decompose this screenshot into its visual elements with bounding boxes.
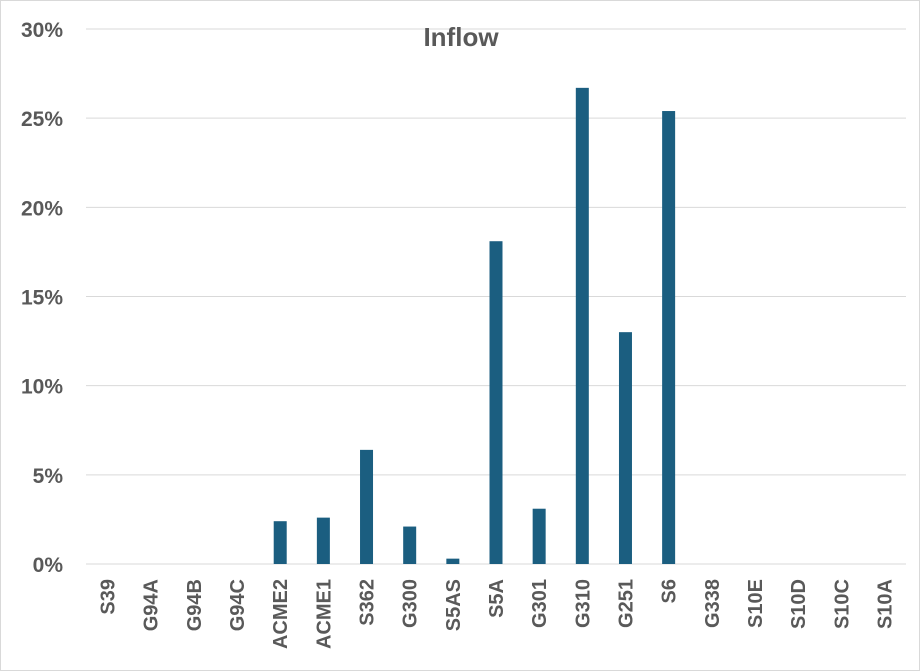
y-tick-label: 20%	[21, 197, 63, 220]
y-tick-label: 15%	[21, 287, 63, 310]
x-axis-ticks: S39 G94A G94B G94C ACME2 ACME1 S362 G300 S5AS S5A…	[98, 579, 897, 649]
x-tick-label: G251	[615, 579, 637, 628]
bar-g251	[618, 332, 632, 564]
x-tick-label: S5AS	[443, 579, 465, 631]
bar-s362	[360, 449, 374, 564]
bar-acme2	[273, 521, 287, 564]
bar-s6	[662, 111, 676, 565]
x-tick-label: S10A	[874, 579, 896, 629]
y-tick-label: 25%	[21, 108, 63, 131]
y-tick-label: 5%	[33, 465, 64, 488]
x-tick-label: G300	[400, 579, 422, 628]
x-tick-label: S39	[98, 579, 120, 615]
y-tick-label: 10%	[21, 376, 63, 399]
x-tick-label: G94B	[184, 579, 206, 631]
y-tick-label: 0%	[33, 554, 64, 577]
x-tick-label: S10E	[745, 579, 767, 628]
x-tick-label: ACME1	[313, 579, 335, 649]
bar-g300	[403, 526, 417, 564]
x-tick-label: S6	[659, 579, 681, 603]
y-tick-label: 30%	[21, 19, 63, 42]
bar-s5as	[446, 558, 460, 564]
y-axis-ticks: 0% 5% 10% 15% 20% 25% 30%	[21, 19, 63, 577]
x-tick-label: S5A	[486, 579, 508, 618]
bar-g310	[575, 87, 589, 564]
x-tick-label: S10D	[788, 579, 810, 629]
x-tick-label: G94A	[141, 579, 163, 631]
bar-acme1	[316, 517, 330, 564]
x-tick-label: G94C	[227, 579, 249, 631]
x-tick-label: S10C	[831, 579, 853, 629]
bars	[273, 87, 676, 565]
x-tick-label: G310	[572, 579, 594, 628]
chart-title: Inflow	[423, 22, 499, 52]
x-tick-label: S362	[357, 579, 379, 626]
bar-s5a	[489, 241, 503, 564]
x-tick-label: G301	[529, 579, 551, 628]
bar-g301	[532, 508, 546, 564]
x-tick-label: G338	[702, 579, 724, 628]
x-tick-label: ACME2	[270, 579, 292, 649]
